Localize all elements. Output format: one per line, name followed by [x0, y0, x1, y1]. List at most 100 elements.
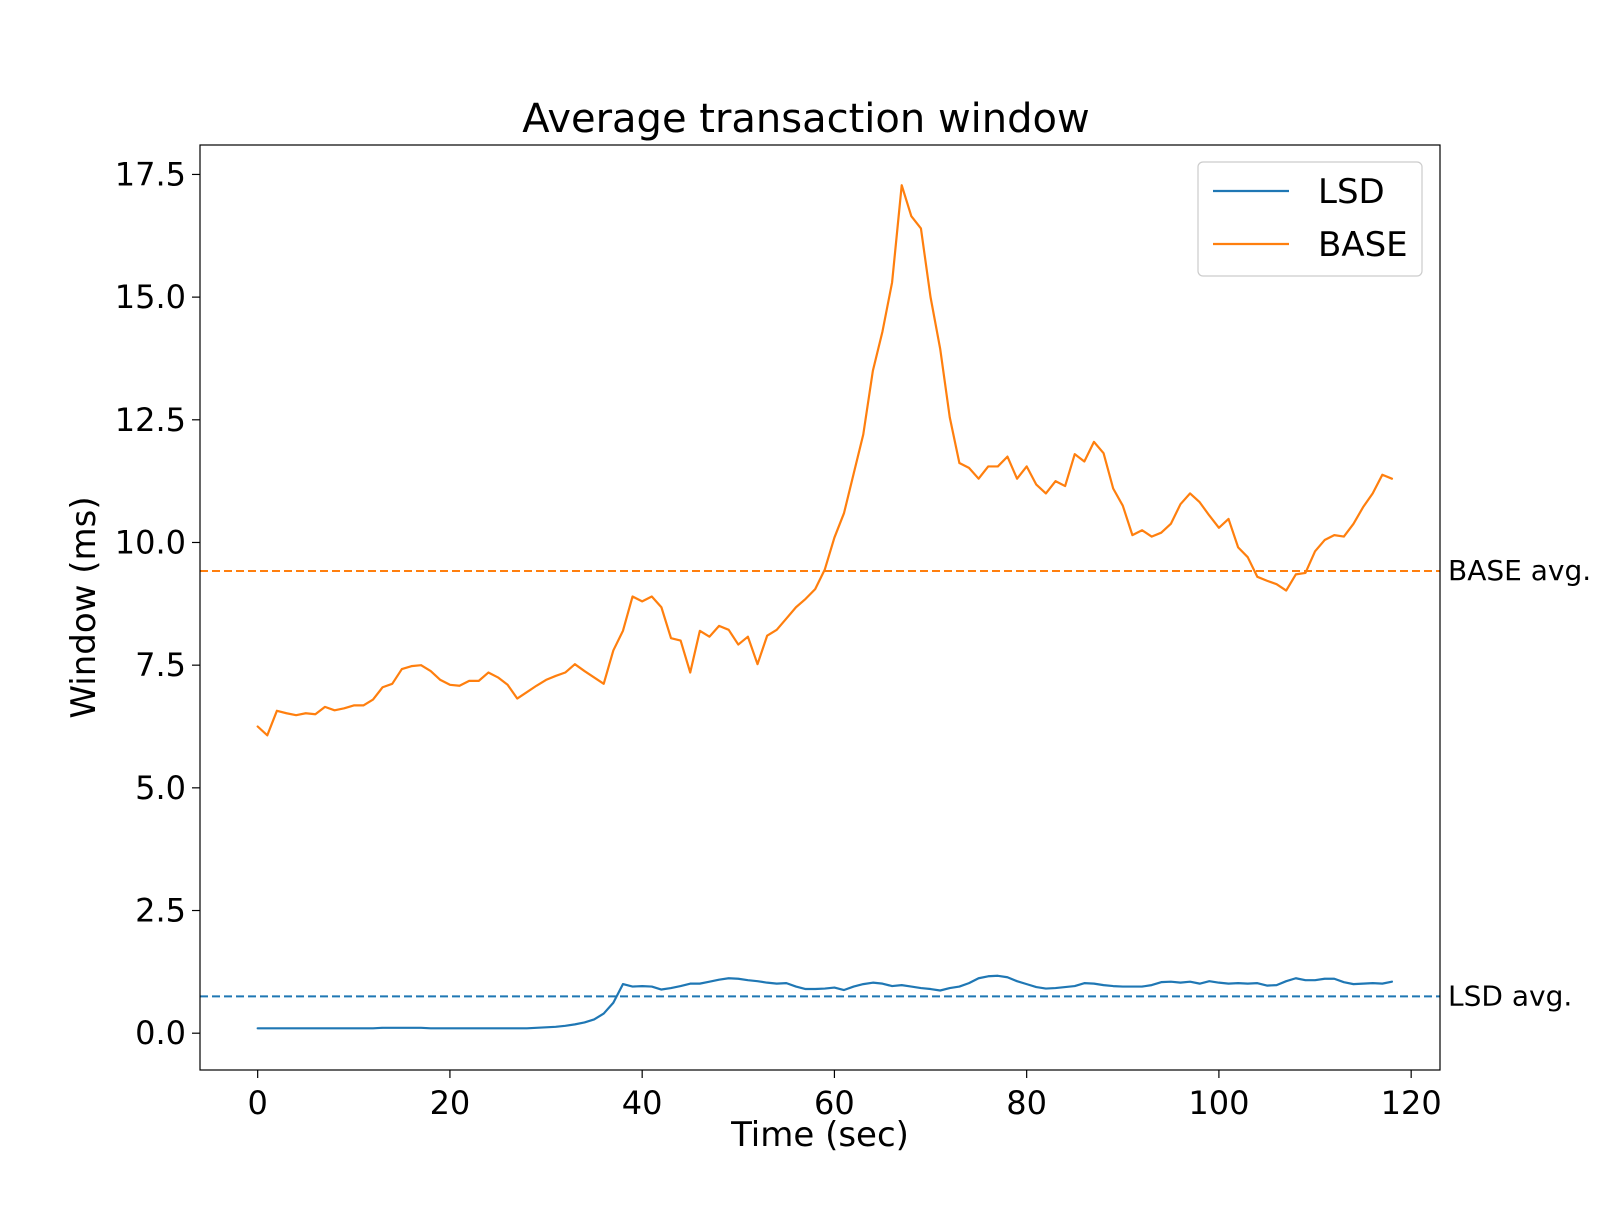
data-point-base	[641, 601, 643, 603]
data-point-lsd	[930, 988, 932, 990]
data-point-lsd	[1199, 983, 1201, 985]
data-point-base	[449, 684, 451, 686]
data-point-base	[1353, 523, 1355, 525]
data-point-base	[651, 596, 653, 598]
data-point-base	[689, 672, 691, 674]
data-point-base	[1333, 534, 1335, 536]
data-point-base	[728, 629, 730, 631]
data-point-lsd	[1074, 985, 1076, 987]
data-point-lsd	[1353, 983, 1355, 985]
data-point-lsd	[1324, 978, 1326, 980]
data-point-base	[1160, 532, 1162, 534]
data-point-base	[1151, 536, 1153, 538]
data-point-base	[488, 672, 490, 674]
data-point-base	[872, 370, 874, 372]
data-point-base	[315, 713, 317, 715]
data-point-base	[959, 462, 961, 464]
data-point-lsd	[401, 1027, 403, 1029]
data-point-base	[1382, 474, 1384, 476]
data-point-lsd	[382, 1027, 384, 1029]
data-point-base	[1026, 466, 1028, 468]
data-point-lsd	[286, 1027, 288, 1029]
data-point-lsd	[641, 985, 643, 987]
reference-line-label: BASE avg.	[1448, 554, 1591, 587]
data-point-lsd	[430, 1027, 432, 1029]
data-point-base	[430, 670, 432, 672]
data-point-lsd	[737, 978, 739, 980]
data-point-base	[1035, 484, 1037, 486]
x-tick-label: 20	[430, 1084, 471, 1122]
data-point-lsd	[1132, 986, 1134, 988]
data-point-lsd	[1064, 986, 1066, 988]
data-point-lsd	[699, 983, 701, 985]
data-point-base	[709, 636, 711, 638]
data-point-base	[834, 537, 836, 539]
data-point-base	[843, 512, 845, 514]
data-point-base	[459, 685, 461, 687]
data-point-base	[766, 635, 768, 637]
data-point-lsd	[670, 987, 672, 989]
data-point-base	[1247, 556, 1249, 558]
data-point-base	[1007, 456, 1009, 458]
data-point-base	[1084, 461, 1086, 463]
y-tick-label: 0.0	[135, 1014, 186, 1052]
data-point-base	[1362, 506, 1364, 508]
data-point-lsd	[766, 982, 768, 984]
data-point-lsd	[689, 983, 691, 985]
data-point-base	[1199, 501, 1201, 503]
data-point-lsd	[959, 986, 961, 988]
data-point-base	[305, 712, 307, 714]
data-point-lsd	[747, 979, 749, 981]
data-point-lsd	[574, 1024, 576, 1026]
data-point-base	[266, 735, 268, 737]
data-point-lsd	[305, 1027, 307, 1029]
data-point-base	[507, 684, 509, 686]
data-point-base	[1141, 529, 1143, 531]
data-point-base	[786, 618, 788, 620]
data-point-lsd	[411, 1027, 413, 1029]
data-point-lsd	[853, 986, 855, 988]
data-point-lsd	[1314, 979, 1316, 981]
plot-area	[200, 184, 1440, 1030]
data-point-base	[939, 348, 941, 350]
data-point-lsd	[1295, 977, 1297, 979]
x-axis-label: Time (sec)	[730, 1115, 909, 1155]
data-point-lsd	[814, 988, 816, 990]
data-point-base	[545, 679, 547, 681]
data-point-base	[440, 679, 442, 681]
data-point-lsd	[632, 986, 634, 988]
data-point-base	[1180, 503, 1182, 505]
data-point-base	[324, 706, 326, 708]
data-point-lsd	[843, 989, 845, 991]
data-point-lsd	[1007, 976, 1009, 978]
data-point-base	[718, 625, 720, 627]
data-point-base	[1209, 515, 1211, 517]
y-tick-label: 15.0	[115, 278, 186, 316]
data-point-base	[1343, 536, 1345, 538]
data-point-base	[670, 637, 672, 639]
data-point-lsd	[353, 1027, 355, 1029]
data-point-lsd	[603, 1013, 605, 1015]
data-point-lsd	[968, 982, 970, 984]
data-point-lsd	[805, 988, 807, 990]
y-tick-label: 5.0	[135, 769, 186, 807]
data-point-base	[1276, 583, 1278, 585]
data-point-lsd	[1228, 983, 1230, 985]
data-point-lsd	[911, 986, 913, 988]
data-point-base	[805, 598, 807, 600]
data-point-base	[1093, 441, 1095, 443]
data-point-lsd	[1170, 981, 1172, 983]
data-point-base	[420, 664, 422, 666]
legend-label-base: BASE	[1318, 225, 1408, 265]
data-point-base	[661, 606, 663, 608]
data-point-lsd	[901, 984, 903, 986]
data-point-lsd	[372, 1027, 374, 1029]
legend: LSD BASE	[1197, 161, 1423, 277]
x-tick-label: 100	[1188, 1084, 1249, 1122]
x-tick-label: 80	[1006, 1084, 1047, 1122]
data-point-lsd	[1372, 982, 1374, 984]
data-point-lsd	[622, 983, 624, 985]
data-point-base	[555, 675, 557, 677]
x-tick-label: 0	[247, 1084, 267, 1122]
data-point-base	[1218, 527, 1220, 529]
